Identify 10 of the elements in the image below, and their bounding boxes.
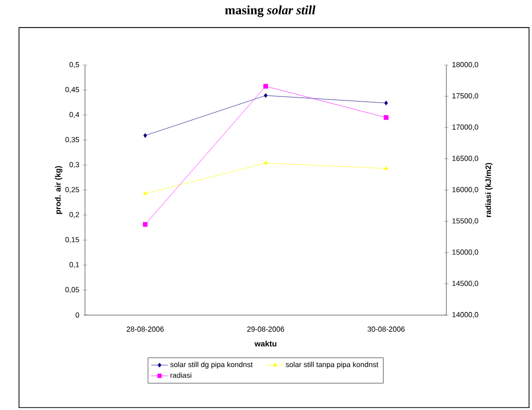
point bbox=[263, 84, 268, 89]
point bbox=[143, 133, 148, 138]
point bbox=[384, 166, 388, 170]
point bbox=[384, 100, 388, 106]
point bbox=[264, 93, 268, 98]
point bbox=[384, 115, 388, 120]
point bbox=[142, 222, 148, 227]
point bbox=[264, 160, 268, 164]
point bbox=[143, 191, 148, 195]
chart-title: masing solar still bbox=[225, 6, 316, 18]
